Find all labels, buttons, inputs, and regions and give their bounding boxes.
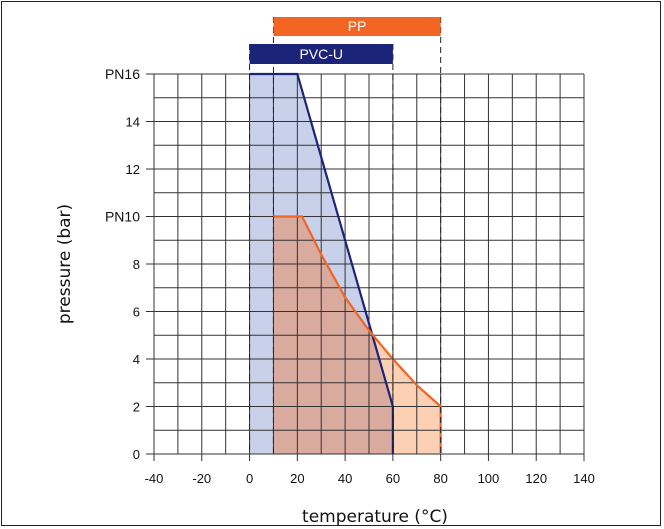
pvc-u-band-label: PVC-U [299,46,343,62]
pp-band-label: PP [348,18,367,34]
x-tick-label: -40 [145,471,164,486]
pvc-u-line [249,72,394,454]
x-axis-title: temperature (°C) [302,507,448,527]
x-tick-label: 80 [433,471,447,486]
series-lines [249,17,442,454]
y-tick-label: 6 [133,305,140,320]
x-tick-label: 100 [478,471,500,486]
y-tick-label: 8 [133,257,140,272]
y-axis-title: pressure (bar) [55,204,75,324]
range-bands: PP PVC-U [249,17,441,64]
tick-labels: 0 2 4 6 8 PN10 12 14 PN16 -40 -20 0 20 40 60 80 100 120 14… [105,66,595,486]
x-tick-label: 0 [246,471,253,486]
y-tick-label: PN10 [105,209,140,225]
x-tick-label: 120 [525,471,547,486]
x-tick-label: 140 [573,471,595,486]
y-tick-label: 0 [133,447,140,462]
x-tick-label: 40 [338,471,352,486]
pp-line [273,215,442,454]
y-tick-label: 12 [126,162,140,177]
pvc-u-band [249,44,393,64]
pp-band [273,17,441,36]
y-tick-label: 4 [133,352,140,367]
y-tick-label: 2 [133,400,140,415]
x-tick-label: 20 [290,471,304,486]
y-tick-label: PN16 [105,66,140,82]
x-tick-label: -20 [192,471,211,486]
y-tick-label: 14 [126,115,140,130]
x-tick-label: 60 [386,471,400,486]
